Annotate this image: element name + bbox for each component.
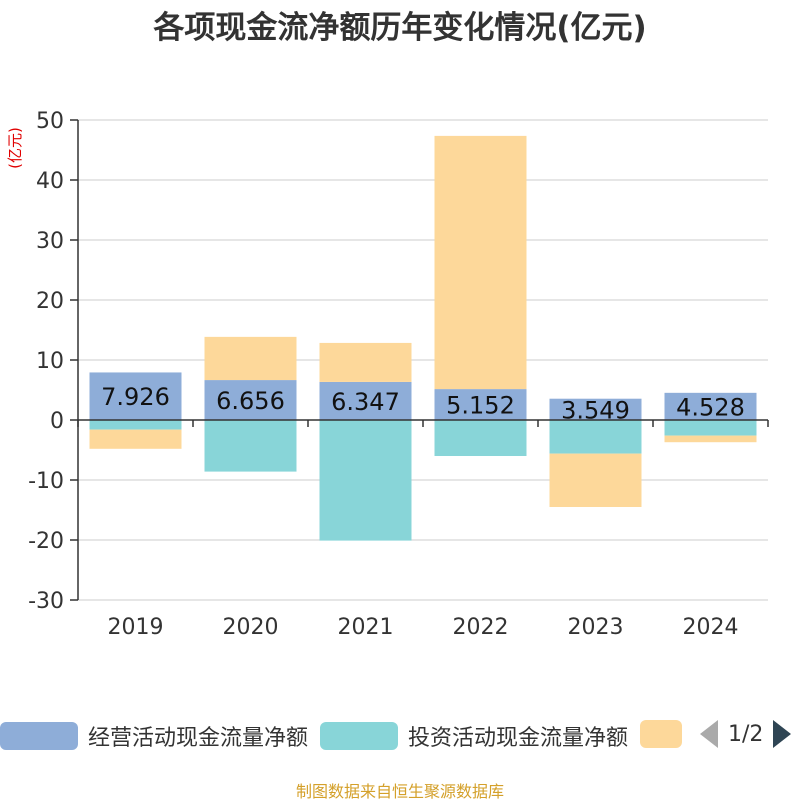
bar-financing-2023[interactable]: [549, 453, 642, 507]
source-note: 制图数据来自恒生聚源数据库: [295, 782, 504, 801]
legend-label-operating: 经营活动现金流量净额: [88, 726, 309, 751]
x-tick-label: 2024: [683, 615, 739, 640]
y-tick-label: -30: [28, 589, 64, 614]
bar-financing-2020[interactable]: [204, 336, 297, 381]
legend-pager: 1/2: [700, 720, 792, 748]
legend-next-arrow-icon[interactable]: [773, 720, 792, 748]
x-tick-label: 2019: [108, 615, 164, 640]
data-label: 3.549: [561, 396, 630, 424]
legend-page-indicator: 1/2: [728, 721, 764, 747]
data-label: 7.926: [101, 383, 170, 411]
legend-swatch-investing: [320, 722, 398, 750]
bar-financing-2024[interactable]: [664, 435, 757, 443]
y-tick-label: -10: [28, 469, 64, 494]
bar-investing-2024[interactable]: [664, 420, 757, 436]
data-label: 5.152: [446, 392, 515, 420]
bar-financing-2022[interactable]: [434, 135, 527, 390]
data-label: 6.656: [216, 387, 285, 415]
bar-investing-2022[interactable]: [434, 420, 527, 456]
x-tick-label: 2023: [568, 615, 624, 640]
data-labels: 7.926 6.656 6.347 5.152 3.549 4.528: [101, 383, 745, 424]
axes: 50 40 30 20 10 0 -10 -20 -30 2019 2020 2021 2022 2023…: [28, 109, 769, 640]
y-tick-label: 0: [50, 409, 64, 434]
bar-investing-2020[interactable]: [204, 420, 297, 472]
y-tick-label: 30: [36, 229, 64, 254]
bar-investing-2023[interactable]: [549, 420, 642, 454]
grid-lines: [78, 119, 768, 601]
y-tick-label: 10: [36, 349, 64, 374]
legend-item-operating[interactable]: 经营活动现金流量净额: [0, 720, 308, 752]
x-tick-label: 2022: [453, 615, 509, 640]
bar-group: [89, 135, 757, 541]
y-tick-label: 50: [36, 109, 64, 134]
legend-swatch-financing: [640, 720, 682, 748]
bar-financing-2021[interactable]: [319, 342, 412, 382]
legend: 经营活动现金流量净额 投资活动现金流量净额 1/2: [0, 712, 800, 752]
y-tick-label: 40: [36, 169, 64, 194]
data-label: 4.528: [676, 393, 745, 421]
chart-title: 各项现金流净额历年变化情况(亿元): [152, 10, 646, 46]
bar-investing-2019[interactable]: [89, 420, 182, 430]
x-tick-label: 2021: [338, 615, 394, 640]
legend-label-investing: 投资活动现金流量净额: [408, 726, 629, 751]
y-tick-label: 20: [36, 289, 64, 314]
legend-swatch-operating: [0, 722, 78, 750]
y-tick-label: -20: [28, 529, 64, 554]
bar-financing-2019[interactable]: [89, 429, 182, 449]
legend-prev-arrow-icon[interactable]: [700, 720, 718, 748]
bar-operating-2019[interactable]: [89, 372, 182, 420]
y-axis-label: (亿元): [6, 127, 24, 169]
bar-operating-2020[interactable]: [204, 380, 297, 420]
data-label: 6.347: [331, 388, 400, 416]
bar-investing-2021[interactable]: [319, 420, 412, 541]
bar-operating-2021[interactable]: [319, 381, 412, 420]
bar-operating-2022[interactable]: [434, 389, 527, 420]
legend-item-financing[interactable]: [640, 720, 682, 748]
x-tick-label: 2020: [223, 615, 279, 640]
bar-operating-2024[interactable]: [664, 392, 757, 420]
bar-operating-2023[interactable]: [549, 398, 642, 420]
legend-item-investing[interactable]: 投资活动现金流量净额: [320, 720, 628, 752]
